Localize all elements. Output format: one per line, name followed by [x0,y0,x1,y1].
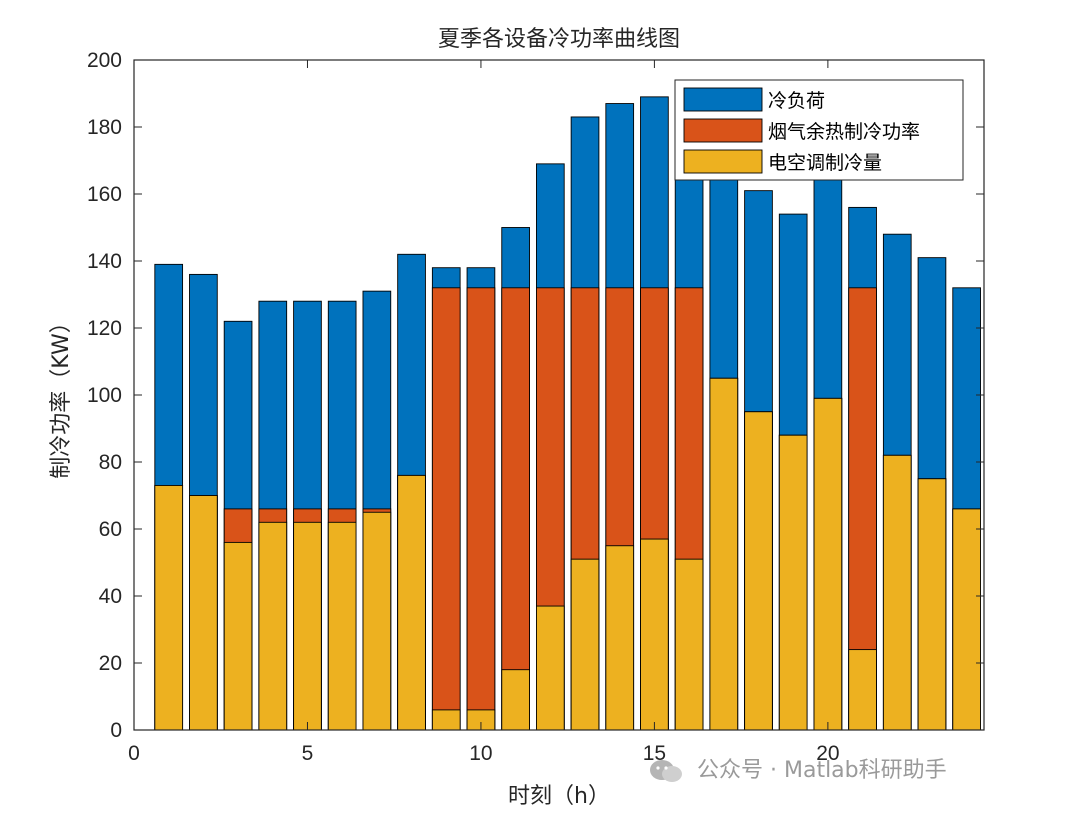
bar-series3-x16 [674,558,704,730]
y-axis-label: 制冷功率（KW） [49,311,74,478]
bar-series2-x9 [431,287,461,730]
y-tick-label: 200 [87,49,122,72]
x-tick-label: 5 [302,742,314,765]
bar-series3-x10 [466,709,496,730]
bar-series3-x2 [189,495,218,730]
bar-series3-x8 [397,474,426,730]
legend-label: 烟气余热制冷功率 [768,121,920,143]
x-tick-label: 0 [128,742,140,765]
bar-series3-x5 [293,521,322,730]
ticks-layer: 0 20 40 60 80 100 120 140 160 180 200 0 5 10 15 20 [87,49,984,765]
bar-series3-x1 [154,485,184,730]
bar-series3-x11 [501,669,530,730]
y-tick-label: 140 [87,250,122,273]
y-tick-label: 0 [110,719,122,742]
bar-series3-x14 [605,545,635,730]
y-tick-label: 60 [99,518,122,541]
y-tick-label: 80 [99,451,122,474]
x-tick-label: 10 [469,742,492,765]
watermark: 公众号 · Matlab科研助手 [648,752,947,784]
legend-swatch [683,118,763,143]
bar-series3-x18 [744,411,773,730]
bar-series2-x11 [501,287,530,730]
watermark-text: 公众号 · Matlab科研助手 [697,758,947,783]
legend-label: 冷负荷 [768,90,825,112]
bar-series3-x15 [640,538,669,730]
y-tick-label: 120 [87,317,122,340]
bar-series3-x24 [952,508,981,730]
x-tick-label: 20 [816,742,839,765]
bar-series3-x23 [917,478,947,730]
bar-series3-x4 [258,521,288,730]
chart-title: 夏季各设备冷功率曲线图 [438,27,680,52]
bar-series3-x3 [223,541,253,730]
bar-series3-x19 [778,434,808,730]
bars-layer [154,96,981,730]
y-tick-label: 40 [99,585,122,608]
legend-label: 电空调制冷量 [768,152,882,174]
legend-swatch [683,149,763,174]
y-tick-label: 180 [87,116,122,139]
bar-series3-x21 [848,649,877,730]
y-tick-label: 160 [87,183,122,206]
bar-series3-x13 [570,558,600,730]
bar-series3-x22 [882,454,912,730]
bar-series2-x10 [466,287,496,730]
y-tick-label: 100 [87,384,122,407]
bar-series3-x7 [362,511,392,730]
bar-series3-x6 [327,521,357,730]
bar-series3-x17 [709,377,739,730]
x-axis-label: 时刻（h） [508,784,610,809]
bar-series3-x20 [813,397,843,730]
wechat-icon [650,760,682,782]
legend-swatch [683,87,763,112]
x-tick-label: 15 [643,742,666,765]
bar-series3-x12 [536,605,565,730]
bar-series3-x9 [431,709,461,730]
y-tick-label: 20 [99,652,122,675]
